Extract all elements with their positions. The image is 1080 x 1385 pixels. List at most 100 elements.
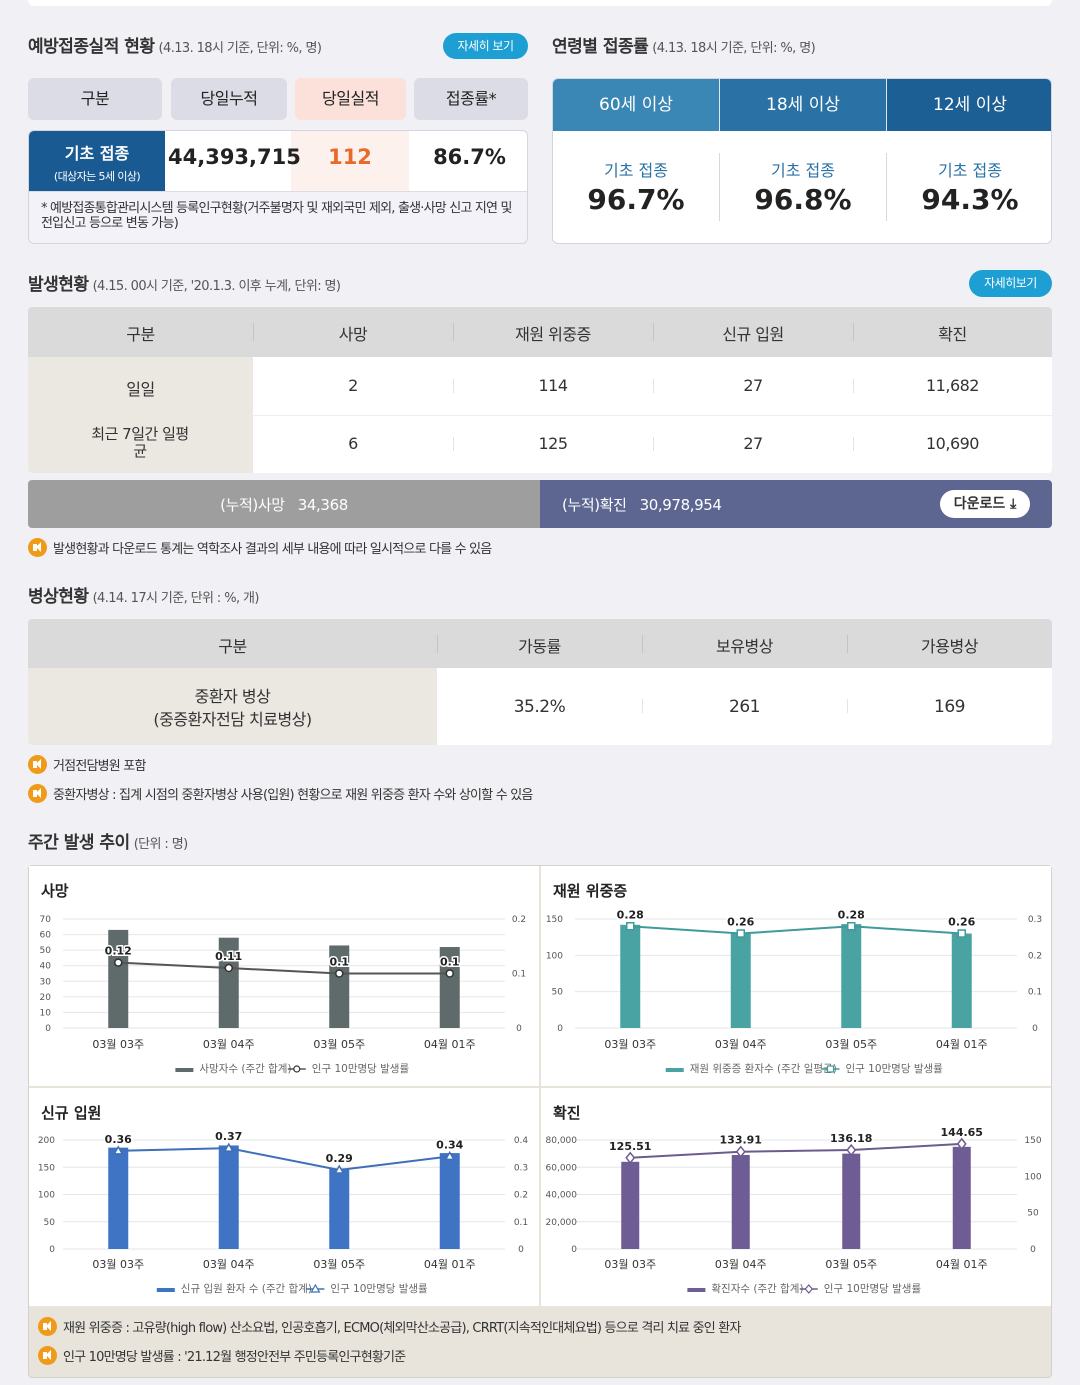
left-tick-label: 60,000: [546, 1163, 578, 1173]
bar: [329, 1168, 350, 1249]
rate-line: [630, 925, 962, 935]
left-tick-label: 80,000: [546, 1136, 578, 1146]
bar: [620, 924, 641, 1028]
right-tick-label: 0.3: [1028, 915, 1042, 925]
left-tick-label: 0: [571, 1245, 577, 1255]
left-tick-label: 100: [546, 951, 563, 961]
weekly-note-1: 재원 위중증 : 고유량(high flow) 산소요법, 인공호흡기, ECM…: [38, 1317, 741, 1336]
outbreak-header-severe: 재원 위중증: [515, 325, 591, 344]
outbreak-header-admission: 신규 입원: [722, 325, 784, 344]
data-label: 0.29: [326, 1152, 353, 1165]
rate-point: [735, 1145, 746, 1158]
rate-point: [114, 958, 123, 967]
outbreak-row-7day-label: 최근 7일간 일평균: [91, 425, 189, 460]
cumulative-death: (누적)사망 34,368: [220, 496, 348, 514]
vaccination-card: 기초 접종 (대상자는 5세 이상) 44,393,715 112 86.7% …: [28, 130, 528, 244]
legend-marker: [826, 1065, 835, 1073]
right-tick-label: 0.1: [514, 1218, 528, 1228]
tab-60-plus[interactable]: 60세 이상: [553, 79, 719, 131]
beds-note-1: 거점전담병원 포함: [28, 755, 146, 774]
data-label: 0.1: [440, 956, 460, 969]
right-tick-label: 0: [518, 1245, 524, 1255]
outbreak-header-confirmed: 확진: [938, 325, 967, 344]
age60-label: 기초 접종: [604, 161, 668, 180]
outbreak-table: 구분 사망 재원 위중증 신규 입원 확진 일일 2 114 27 11,682…: [28, 307, 1052, 473]
outbreak-7day-severe: 125: [538, 434, 568, 453]
outbreak-row-daily-label: 일일: [126, 380, 155, 399]
beds-header-category: 구분: [218, 637, 247, 656]
chart-admission: 0 50 100 150 200 0 0.1 0.2 0.3 0.4 03월 03주 03월 04주 0…: [38, 1129, 529, 1295]
age18-value: 96.8%: [754, 183, 852, 216]
bar: [842, 1153, 861, 1249]
data-label: 0.36: [105, 1133, 132, 1146]
bar: [730, 933, 751, 1028]
category-label: 03월 03주: [604, 1258, 656, 1271]
category-label: 03월 03주: [92, 1038, 144, 1051]
bar: [951, 933, 972, 1028]
rate-point: [445, 969, 454, 978]
data-label: 0.12: [105, 945, 132, 958]
beds-available-value: 169: [934, 697, 965, 717]
outbreak-7day-death: 6: [348, 434, 358, 453]
right-tick-label: 0.4: [514, 1136, 529, 1146]
data-label: 0.37: [215, 1130, 242, 1143]
outbreak-daily-death: 2: [348, 376, 358, 395]
left-tick-label: 150: [38, 1163, 55, 1173]
vaccination-detail-button[interactable]: 자세히 보기: [443, 33, 528, 59]
left-tick-label: 30: [40, 977, 52, 987]
left-tick-label: 50: [44, 1218, 56, 1228]
rate-point: [112, 1145, 124, 1155]
speaker-icon: [38, 1346, 57, 1365]
legend-marker: [293, 1065, 301, 1073]
rate-line: [118, 1147, 450, 1171]
legend-marker: [804, 1284, 814, 1294]
category-label: 04월 01주: [936, 1038, 988, 1051]
right-tick-label: 100: [1024, 1172, 1041, 1182]
legend-bar-label: 재원 위중증 환자수 (주간 일평균): [690, 1062, 837, 1075]
category-label: 03월 03주: [92, 1258, 144, 1271]
bar: [108, 1147, 129, 1249]
right-tick-label: 0.2: [1028, 951, 1042, 961]
age18-label: 기초 접종: [771, 161, 835, 180]
beds-title: 병상현황 (4.14. 17시 기준, 단위 : %, 개): [28, 587, 259, 607]
left-tick-label: 40,000: [546, 1191, 578, 1201]
speaker-icon: [28, 755, 47, 774]
right-tick-label: 0.3: [514, 1163, 528, 1173]
right-tick-label: 0.1: [512, 970, 526, 980]
category-label: 03월 05주: [825, 1258, 877, 1271]
rate-point: [223, 1142, 235, 1152]
vacc-daily-value: 112: [328, 145, 372, 169]
age12-value: 94.3%: [921, 183, 1019, 216]
left-tick-label: 20,000: [546, 1218, 578, 1228]
tab-18-plus[interactable]: 18세 이상: [720, 79, 886, 131]
data-label: 0.28: [838, 908, 865, 921]
speaker-icon: [28, 784, 47, 803]
category-label: 04월 01주: [936, 1258, 988, 1271]
right-tick-label: 150: [1024, 1136, 1041, 1146]
category-label: 03월 04주: [203, 1258, 255, 1271]
left-tick-label: 0: [557, 1024, 563, 1034]
left-tick-label: 200: [38, 1136, 55, 1146]
category-label: 04월 01주: [424, 1258, 476, 1271]
speaker-icon: [38, 1317, 57, 1336]
beds-header-available: 가용병상: [921, 637, 978, 656]
download-button[interactable]: 다운로드 ⤓: [940, 490, 1030, 518]
chart-death: 0 10 20 30 40 50 60 70 0 0.1 0.2 03월 03주 03월 04주 03월 …: [40, 915, 527, 1075]
rate-line: [118, 961, 450, 975]
left-tick-label: 50: [552, 988, 564, 998]
data-label: 144.65: [941, 1126, 983, 1139]
rate-point: [335, 969, 344, 978]
category-label: 03월 04주: [203, 1038, 255, 1051]
top-card-edge: [28, 0, 1052, 6]
outbreak-7day-confirmed: 10,690: [926, 434, 979, 453]
left-tick-label: 60: [40, 931, 52, 941]
beds-row-label-1: 중환자 병상: [194, 687, 271, 706]
basic-vaccination-label: 기초 접종 (대상자는 5세 이상): [29, 131, 165, 191]
right-tick-label: 0.2: [512, 915, 526, 925]
age-rate-card: 60세 이상 18세 이상 12세 이상 기초 접종 96.7% 기초 접종 9…: [552, 78, 1052, 244]
age12-label: 기초 접종: [938, 161, 1002, 180]
legend-bar-swatch: [665, 1068, 684, 1072]
legend-bar-label: 신규 입원 환자 수 (주간 합계): [181, 1282, 312, 1295]
tab-12-plus[interactable]: 12세 이상: [887, 79, 1051, 131]
outbreak-detail-button[interactable]: 자세히보기: [969, 270, 1052, 297]
